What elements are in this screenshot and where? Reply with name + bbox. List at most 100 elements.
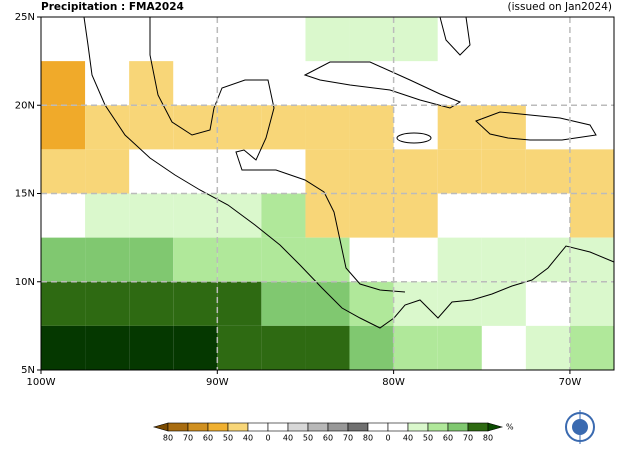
forecast-cell [569,149,614,194]
forecast-cell [173,193,218,238]
colorbar-label: 40 [243,434,253,443]
forecast-cell [437,281,482,326]
forecast-cell [349,325,394,370]
colorbar-box [447,422,469,432]
forecast-cell [305,237,350,282]
forecast-cell [481,237,526,282]
colorbar-box [227,422,249,432]
forecast-cell [305,281,350,326]
forecast-cell [305,105,350,150]
forecast-cell [85,237,130,282]
coastline [439,16,471,56]
lat-tick-label: 20N [15,100,35,111]
issued-note: (issued on Jan2024) [508,1,613,13]
forecast-cell [305,325,350,370]
forecast-cell [85,193,130,238]
forecast-cell [85,105,130,150]
lon-tick-label: 90W [206,377,229,388]
title: Precipitation : FMA2024 [41,1,184,13]
colorbar-label: 60 [443,434,453,443]
forecast-cell [41,61,86,106]
colorbar-label: 60 [323,434,333,443]
coastline [83,16,615,329]
forecast-cell [393,149,438,194]
colorbar-label: 0 [385,434,390,443]
forecast-cell [525,325,570,370]
colorbar-box [347,422,369,432]
lat-tick-label: 15N [15,189,35,200]
colorbar-label: 40 [403,434,413,443]
forecast-cell [41,237,86,282]
colorbar-extend-high [487,422,504,432]
colorbar-label: 80 [163,434,173,443]
forecast-cell [261,281,306,326]
forecast-cell [481,105,526,150]
forecast-cell [217,237,262,282]
colorbar-box [407,422,429,432]
colorbar-box [247,422,269,432]
forecast-cell [41,149,86,194]
forecast-cell [393,281,438,326]
lat-tick-label: 25N [15,12,35,23]
forecast-cell [349,281,394,326]
lon-tick-label: 80W [382,377,405,388]
colorbar-box [167,422,189,432]
cell-layer [41,17,614,370]
island [303,61,462,109]
forecast-cell [261,237,306,282]
lat-tick-label: 5N [21,365,35,376]
colorbar-label: 40 [283,434,293,443]
forecast-cell [129,193,174,238]
colorbar-box [367,422,389,432]
colorbar-label: 0 [265,434,270,443]
forecast-cell [261,193,306,238]
colorbar-label: 70 [343,434,353,443]
forecast-cell [437,105,482,150]
colorbar-box [467,422,489,432]
colorbar-box [287,422,309,432]
forecast-cell [481,149,526,194]
colorbar-box [307,422,329,432]
colorbar-label: 80 [483,434,493,443]
forecast-cell [41,281,86,326]
forecast-cell [129,281,174,326]
colorbar-label: 50 [223,434,233,443]
forecast-cell [569,281,614,326]
colorbar-box [327,422,349,432]
colorbar-box [427,422,449,432]
forecast-cell [217,193,262,238]
colorbar-label: 80 [363,434,373,443]
colorbar: 80 70 60 50 40 0 40 50 60 70 80 0 40 50 60 70 80% [152,422,514,443]
forecast-cell [85,281,130,326]
forecast-cell [393,17,438,62]
colorbar-label: 50 [303,434,313,443]
forecast-cell [349,105,394,150]
forecast-cell [569,237,614,282]
forecast-cell [437,237,482,282]
forecast-cell [261,105,306,150]
forecast-cell [569,193,614,238]
forecast-cell [525,237,570,282]
forecast-cell [261,325,306,370]
forecast-cell [305,149,350,194]
wmo-logo [565,410,595,444]
forecast-cell [525,149,570,194]
colorbar-label: 60 [203,434,213,443]
lat-tick-label: 10N [15,277,35,288]
forecast-cell [173,281,218,326]
map-frame [40,16,615,371]
forecast-cell [437,149,482,194]
colorbar-label: 70 [183,434,193,443]
forecast-cell [41,105,86,150]
forecast-cell [129,105,174,150]
forecast-cell [349,193,394,238]
island [475,111,597,141]
forecast-cell [41,325,86,370]
forecast-cell [481,281,526,326]
colorbar-extend-low [152,422,169,432]
forecast-cell [349,17,394,62]
colorbar-box [187,422,209,432]
colorbar-box [207,422,229,432]
forecast-cell [129,325,174,370]
